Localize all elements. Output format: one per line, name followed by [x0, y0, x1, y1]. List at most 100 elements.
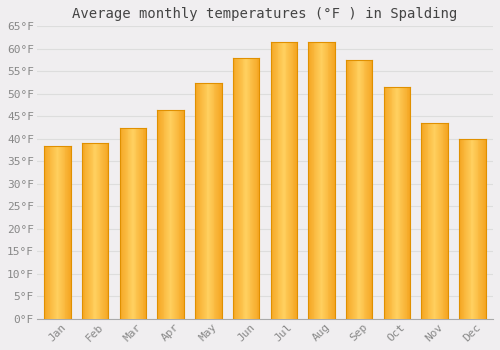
- Bar: [392, 87, 394, 319]
- Bar: [103, 143, 104, 319]
- Bar: [136, 127, 138, 319]
- Bar: [53, 146, 54, 319]
- Bar: [405, 87, 406, 319]
- Bar: [45, 146, 46, 319]
- Bar: [484, 139, 486, 319]
- Bar: [176, 110, 177, 319]
- Bar: [476, 139, 478, 319]
- Bar: [48, 146, 50, 319]
- Bar: [240, 58, 241, 319]
- Bar: [482, 139, 483, 319]
- Bar: [358, 60, 359, 319]
- Bar: [294, 42, 295, 319]
- Bar: [319, 42, 320, 319]
- Bar: [248, 58, 250, 319]
- Bar: [439, 123, 440, 319]
- Bar: [282, 42, 283, 319]
- Bar: [441, 123, 442, 319]
- Bar: [83, 143, 84, 319]
- Bar: [220, 83, 222, 319]
- Bar: [164, 110, 166, 319]
- Bar: [120, 127, 122, 319]
- Bar: [250, 58, 252, 319]
- Bar: [398, 87, 400, 319]
- Bar: [253, 58, 254, 319]
- Bar: [209, 83, 210, 319]
- Bar: [178, 110, 180, 319]
- Bar: [446, 123, 447, 319]
- Bar: [105, 143, 106, 319]
- Bar: [281, 42, 282, 319]
- Bar: [104, 143, 105, 319]
- Bar: [254, 58, 255, 319]
- Bar: [138, 127, 139, 319]
- Bar: [350, 60, 352, 319]
- Bar: [169, 110, 170, 319]
- Bar: [316, 42, 317, 319]
- Bar: [50, 146, 51, 319]
- Bar: [289, 42, 290, 319]
- Bar: [389, 87, 390, 319]
- Bar: [436, 123, 437, 319]
- Bar: [275, 42, 276, 319]
- Bar: [384, 87, 386, 319]
- Bar: [95, 143, 96, 319]
- Bar: [61, 146, 62, 319]
- Bar: [483, 139, 484, 319]
- Title: Average monthly temperatures (°F ) in Spalding: Average monthly temperatures (°F ) in Sp…: [72, 7, 458, 21]
- Bar: [198, 83, 200, 319]
- Bar: [362, 60, 364, 319]
- Bar: [326, 42, 328, 319]
- Bar: [214, 83, 216, 319]
- Bar: [409, 87, 410, 319]
- Bar: [394, 87, 395, 319]
- Bar: [274, 42, 275, 319]
- Bar: [106, 143, 108, 319]
- Bar: [434, 123, 436, 319]
- Bar: [444, 123, 445, 319]
- Bar: [278, 42, 280, 319]
- Bar: [202, 83, 203, 319]
- Bar: [130, 127, 131, 319]
- Bar: [442, 123, 444, 319]
- Bar: [478, 139, 480, 319]
- Bar: [284, 42, 286, 319]
- Bar: [161, 110, 162, 319]
- Bar: [64, 146, 66, 319]
- Bar: [94, 143, 95, 319]
- Bar: [133, 127, 134, 319]
- Bar: [431, 123, 432, 319]
- Bar: [480, 139, 481, 319]
- Bar: [312, 42, 314, 319]
- Bar: [58, 146, 59, 319]
- Bar: [424, 123, 425, 319]
- Bar: [62, 146, 64, 319]
- Bar: [141, 127, 142, 319]
- Bar: [256, 58, 258, 319]
- Bar: [86, 143, 88, 319]
- Bar: [390, 87, 392, 319]
- Bar: [328, 42, 330, 319]
- Bar: [234, 58, 236, 319]
- Bar: [325, 42, 326, 319]
- Bar: [367, 60, 368, 319]
- Bar: [295, 42, 296, 319]
- Bar: [352, 60, 353, 319]
- Bar: [408, 87, 409, 319]
- Bar: [286, 42, 288, 319]
- Bar: [370, 60, 372, 319]
- Bar: [122, 127, 123, 319]
- Bar: [470, 139, 472, 319]
- Bar: [134, 127, 136, 319]
- Bar: [368, 60, 369, 319]
- Bar: [145, 127, 146, 319]
- Bar: [291, 42, 292, 319]
- Bar: [91, 143, 92, 319]
- Bar: [422, 123, 423, 319]
- Bar: [140, 127, 141, 319]
- Bar: [445, 123, 446, 319]
- Bar: [200, 83, 202, 319]
- Bar: [158, 110, 159, 319]
- Bar: [474, 139, 475, 319]
- Bar: [308, 42, 309, 319]
